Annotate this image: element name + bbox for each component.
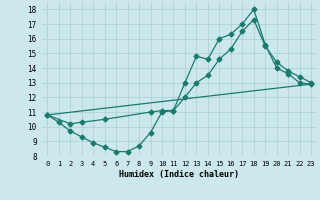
X-axis label: Humidex (Indice chaleur): Humidex (Indice chaleur)	[119, 170, 239, 179]
